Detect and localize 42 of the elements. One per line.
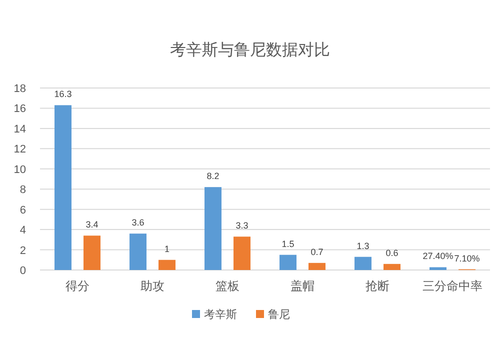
- data-label: 0.6: [386, 248, 398, 258]
- y-tick-label: 14: [14, 123, 26, 136]
- bar: [384, 264, 400, 270]
- bar: [354, 256, 372, 270]
- y-tick-label: 2: [20, 244, 26, 257]
- bar: [280, 254, 296, 270]
- bar: [84, 236, 100, 270]
- x-tick-label: 三分命中率: [422, 279, 482, 293]
- x-tick-label: 篮板: [216, 279, 240, 293]
- data-label: 7.10%: [454, 253, 480, 264]
- data-label: 8.2: [206, 171, 220, 182]
- x-tick-label: 助攻: [140, 279, 164, 293]
- bar: [158, 260, 176, 270]
- data-label: 0.7: [310, 246, 324, 257]
- y-tick-label: 6: [20, 204, 26, 216]
- x-tick-label: 得分: [66, 279, 90, 293]
- data-label: 1.5: [282, 238, 294, 249]
- y-tick-label: 0: [20, 265, 26, 277]
- legend-label: 考辛斯: [204, 308, 237, 321]
- x-tick-label: 盖帽: [290, 279, 314, 293]
- legend-label: 鲁尼: [268, 309, 290, 321]
- data-label: 3.4: [86, 220, 98, 230]
- y-tick-label: 12: [14, 144, 26, 156]
- bar: [54, 105, 72, 270]
- data-label: 3.3: [236, 220, 248, 231]
- y-tick-label: 18: [14, 83, 26, 95]
- data-label: 1.3: [356, 240, 370, 251]
- bar: [430, 267, 446, 270]
- chart-title: 考辛斯与鲁尼数据对比: [170, 41, 330, 59]
- data-label: 16.3: [54, 89, 72, 100]
- y-tick-label: 16: [14, 103, 26, 116]
- data-label: 3.6: [132, 218, 144, 228]
- bar: [308, 262, 326, 270]
- data-label: 1: [164, 244, 170, 254]
- y-tick-label: 8: [20, 184, 26, 196]
- y-tick-label: 10: [14, 164, 26, 176]
- bar: [204, 187, 222, 270]
- bar: [234, 236, 250, 270]
- bar: [130, 234, 146, 270]
- y-tick-label: 4: [20, 224, 26, 237]
- x-tick-label: 抢断: [366, 279, 390, 293]
- data-label: 27.40%: [422, 251, 454, 262]
